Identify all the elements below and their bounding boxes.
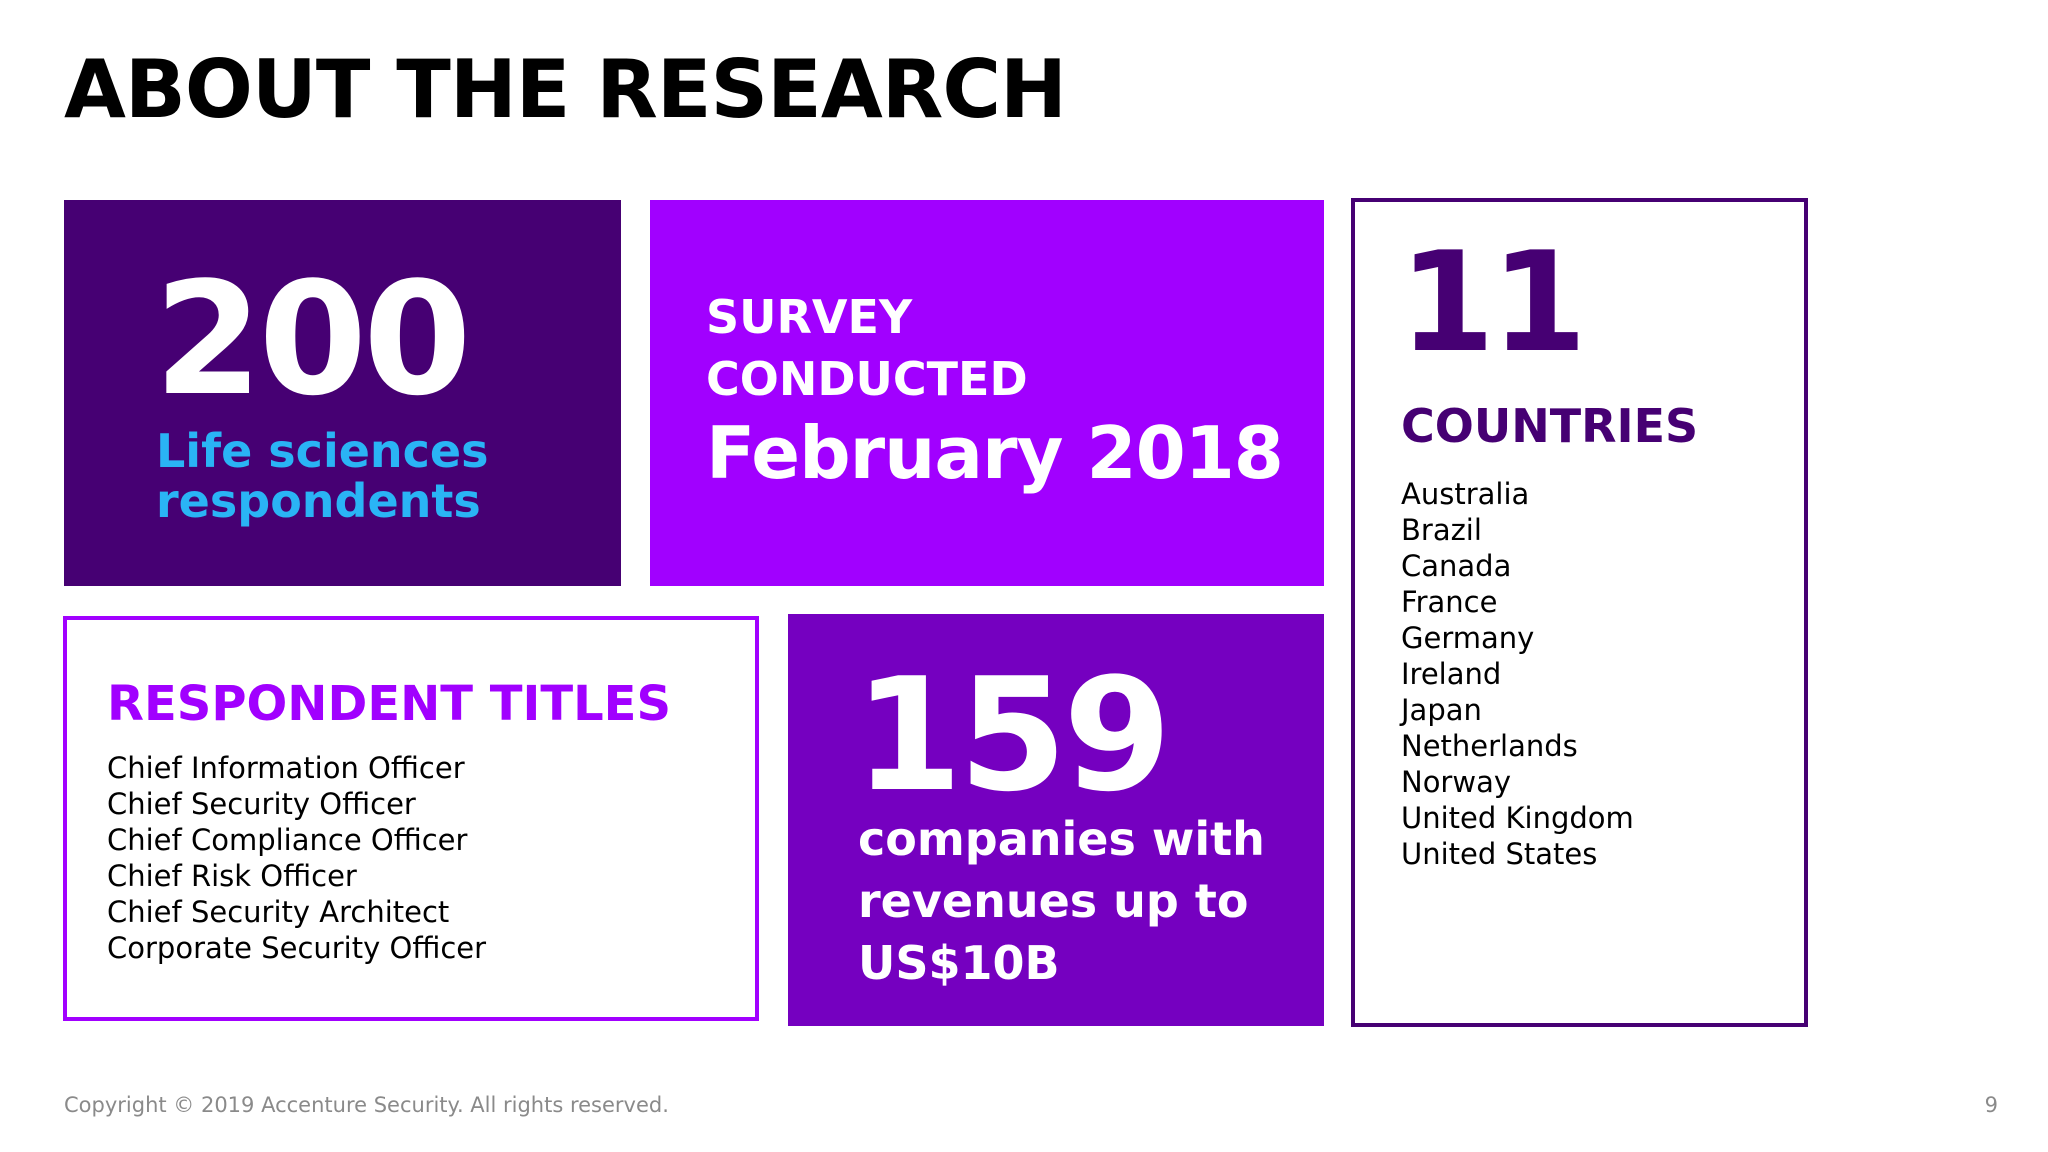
respondent-titles-list: Chief Information Officer Chief Security… <box>107 750 486 966</box>
respondent-title-item: Chief Risk Officer <box>107 859 357 893</box>
survey-label: SURVEY CONDUCTED <box>706 290 1028 406</box>
countries-list: Australia Brazil Canada France Germany I… <box>1401 476 1634 872</box>
respondents-number: 200 <box>154 248 472 430</box>
country-item: Netherlands <box>1401 729 1578 763</box>
companies-box: 159 companies with revenues up to US$10B <box>788 614 1324 1026</box>
respondent-titles-label: RESPONDENT TITLES <box>107 676 672 732</box>
respondent-title-item: Chief Information Officer <box>107 751 465 785</box>
countries-box: 11 COUNTRIES Australia Brazil Canada Fra… <box>1351 198 1808 1027</box>
page-title: ABOUT THE RESEARCH <box>64 43 1067 136</box>
survey-date: February 2018 <box>706 411 1284 495</box>
page-number: 9 <box>1984 1093 1998 1117</box>
country-item: Norway <box>1401 765 1512 799</box>
countries-number: 11 <box>1399 222 1587 383</box>
companies-number: 159 <box>854 644 1172 826</box>
respondents-box: 200 Life sciences respondents <box>64 200 621 586</box>
country-item: Canada <box>1401 549 1512 583</box>
country-item: United States <box>1401 837 1598 871</box>
survey-box: SURVEY CONDUCTED February 2018 <box>650 200 1324 586</box>
country-item: France <box>1401 585 1498 619</box>
country-item: Germany <box>1401 621 1535 655</box>
country-item: Japan <box>1401 693 1482 727</box>
companies-label: companies with revenues up to US$10B <box>858 812 1265 990</box>
footer-copyright: Copyright © 2019 Accenture Security. All… <box>64 1093 669 1117</box>
respondent-title-item: Chief Security Officer <box>107 787 416 821</box>
country-item: Ireland <box>1401 657 1502 691</box>
respondent-title-item: Corporate Security Officer <box>107 931 487 965</box>
countries-label: COUNTRIES <box>1401 399 1699 453</box>
respondent-titles-box: RESPONDENT TITLES Chief Information Offi… <box>63 616 759 1021</box>
respondents-label: Life sciences respondents <box>156 424 489 528</box>
country-item: United Kingdom <box>1401 801 1634 835</box>
respondent-title-item: Chief Security Architect <box>107 895 450 929</box>
country-item: Brazil <box>1401 513 1482 547</box>
country-item: Australia <box>1401 477 1530 511</box>
respondent-title-item: Chief Compliance Officer <box>107 823 468 857</box>
